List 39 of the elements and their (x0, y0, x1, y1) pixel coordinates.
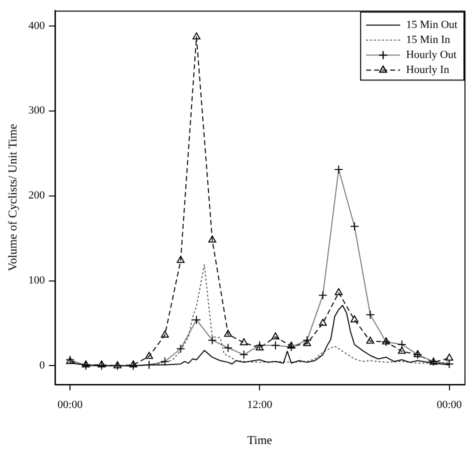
legend-label: 15 Min Out (406, 18, 458, 31)
x-tick-label: 00:00 (58, 398, 84, 411)
point (240, 338, 248, 346)
point (444, 360, 454, 369)
point (382, 337, 391, 346)
point (160, 330, 169, 338)
x-tick-label: 12:00 (247, 398, 273, 411)
point (98, 360, 106, 368)
y-tick-label: 0 (39, 360, 46, 372)
point (208, 235, 216, 242)
point (334, 288, 343, 296)
x-tick-label: 00:00 (436, 398, 462, 411)
y-tick-label: 100 (28, 274, 46, 287)
point (192, 32, 200, 40)
point (256, 343, 264, 350)
y-tick-label: 300 (28, 104, 46, 117)
point (272, 332, 280, 340)
point (176, 256, 185, 263)
point (82, 360, 90, 368)
legend-label: Hourly In (406, 64, 450, 76)
x-axis-title: Time (247, 432, 272, 447)
point (129, 360, 138, 368)
point (350, 315, 358, 322)
point (287, 342, 296, 349)
point (398, 346, 406, 354)
legend-label: 15 Min In (406, 34, 451, 46)
point (145, 352, 154, 359)
y-tick-label: 200 (28, 190, 46, 202)
point (318, 318, 327, 326)
y-tick-label: 400 (28, 20, 46, 32)
y-axis-title: Volume of Cyclists/ Unit Time (5, 124, 20, 272)
point (224, 330, 232, 337)
legend-label: Hourly Out (406, 48, 457, 61)
point (366, 336, 374, 344)
point (413, 350, 422, 360)
point (303, 339, 312, 346)
point (114, 361, 122, 368)
point (81, 361, 90, 370)
point (445, 354, 454, 361)
